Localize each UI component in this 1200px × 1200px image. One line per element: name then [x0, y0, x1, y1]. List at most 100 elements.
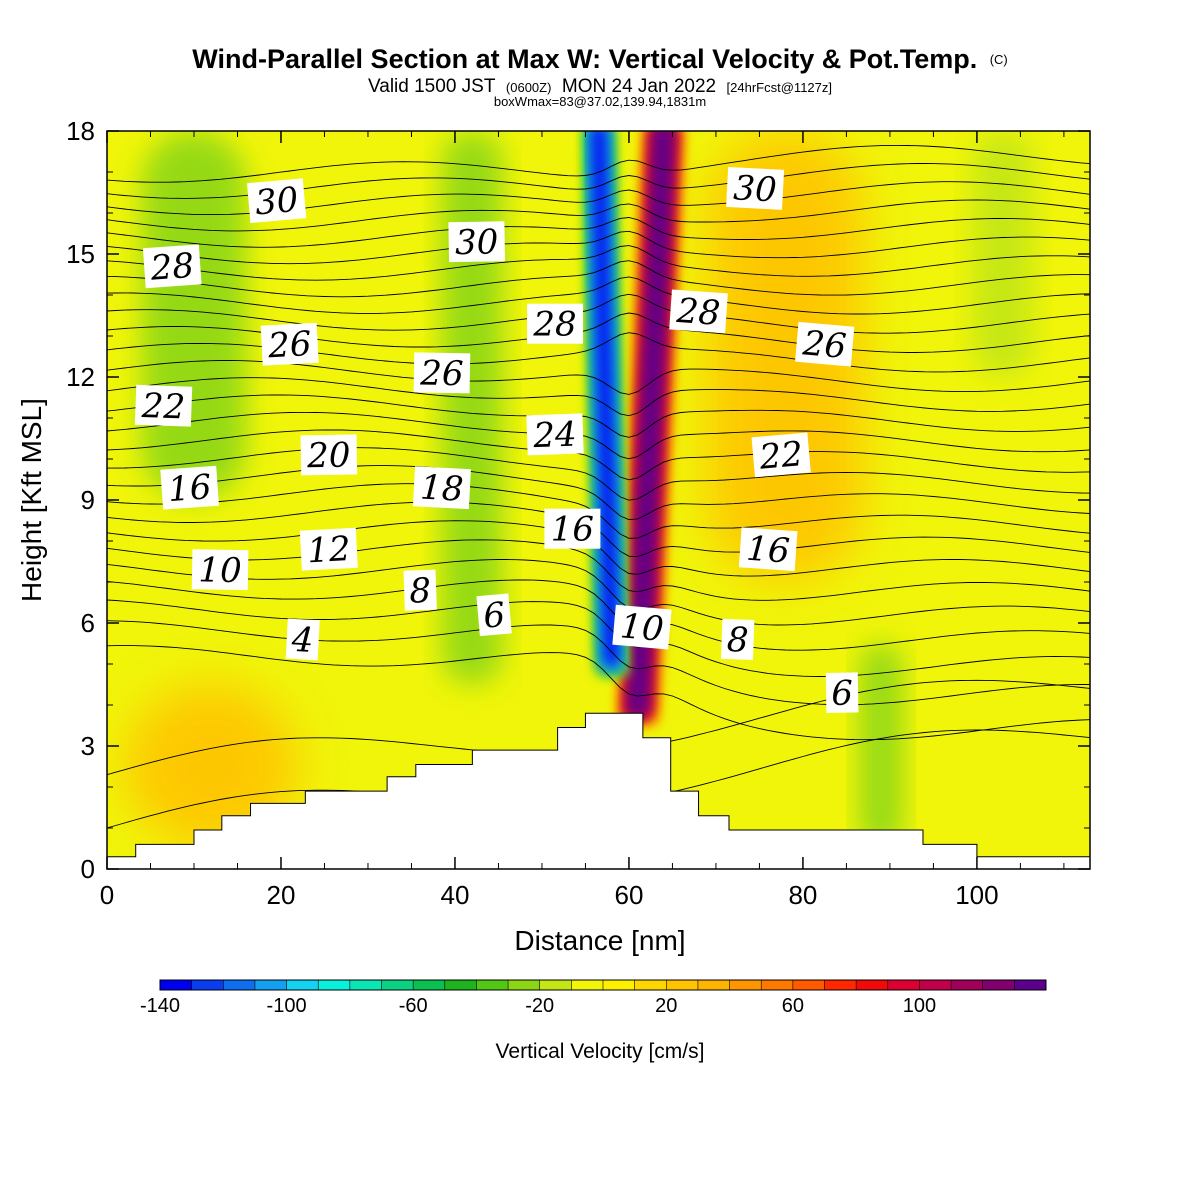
- contour-label-box: [260, 322, 319, 366]
- downdraft-core-band-6: [592, 131, 618, 666]
- weak-downdraft-band-4: [859, 643, 903, 849]
- colorbar-tick-label: -140: [140, 995, 180, 1017]
- colorbar-swatch: [476, 980, 509, 990]
- colorbar-tick-label: -100: [267, 995, 307, 1017]
- colorbar-swatch: [349, 980, 382, 990]
- contour-label-text: 6: [482, 595, 507, 637]
- contour-label-box: [751, 432, 811, 478]
- colorbar-tick-label: 100: [903, 995, 936, 1017]
- colorbar-swatch: [413, 980, 446, 990]
- contour-label-text: 8: [409, 571, 432, 612]
- chart-title: Wind-Parallel Section at Max W: Vertical…: [192, 44, 1007, 74]
- contour-label-text: 28: [532, 305, 576, 345]
- colorbar-swatch: [697, 980, 731, 990]
- subtitle-date: MON 24 Jan 2022: [562, 76, 716, 97]
- contour-label-text: 28: [674, 291, 721, 334]
- theta-contour-13: [107, 465, 1090, 521]
- contour-label-22: 22: [134, 384, 193, 428]
- contour-label-text: 24: [532, 415, 578, 457]
- theta-contour-8: [107, 559, 1090, 626]
- x-tick-label: 40: [441, 880, 470, 910]
- updraft-core-band-6: [628, 131, 673, 715]
- contour-label-8: 8: [720, 618, 755, 661]
- theta-contour-5: [107, 620, 1090, 706]
- contour-label-26: 26: [260, 322, 319, 366]
- y-tick-label: 18: [66, 116, 95, 146]
- contour-label-16: 16: [160, 465, 219, 510]
- colorbar-swatch: [191, 980, 224, 990]
- colorbar: -140 -100 -60 -20 20 60 100: [140, 979, 1047, 1017]
- x-tick-label: 80: [788, 880, 817, 910]
- contour-label-text: 16: [551, 510, 594, 550]
- contour-label-28: 28: [142, 244, 202, 289]
- contour-label-text: 26: [800, 323, 848, 367]
- contour-label-box: [246, 178, 307, 224]
- contour-label-text: 30: [732, 168, 777, 210]
- colorbar-swatch: [160, 980, 193, 990]
- contour-label-24: 24: [526, 413, 584, 457]
- colorbar-swatch: [318, 980, 351, 990]
- colorbar-tick-label: -60: [399, 995, 428, 1017]
- colorbar-tick-label: 20: [655, 995, 677, 1017]
- colorbar-swatch: [254, 980, 288, 990]
- contour-label-18: 18: [412, 466, 471, 510]
- contour-label-box: [795, 321, 855, 367]
- x-tick-label: 60: [614, 880, 643, 910]
- contour-label-box: [825, 672, 859, 713]
- contour-label-box: [738, 527, 798, 572]
- colorbar-tick-label: 60: [782, 995, 804, 1017]
- terrain: [107, 712, 1090, 869]
- colorbar-swatch: [603, 980, 636, 990]
- colorbar-swatch: [982, 980, 1015, 990]
- contour-label-box: [726, 166, 785, 210]
- weak-downdraft-band-5: [972, 131, 1034, 377]
- theta-contour-22: [107, 293, 1090, 334]
- colorbar-swatch: [508, 980, 541, 990]
- contour-label-22: 22: [751, 432, 811, 478]
- contour-label-box: [448, 221, 506, 263]
- colorbar-swatch: [444, 980, 477, 990]
- colorbar-swatch: [729, 980, 762, 990]
- theta-contour-16: [107, 411, 1090, 460]
- contour-label-box: [300, 434, 358, 476]
- contour-label-12: 12: [299, 527, 358, 571]
- x-tick-label: 0: [100, 880, 114, 910]
- contour-label-box: [476, 593, 512, 637]
- theta-contour-24: [107, 260, 1090, 298]
- contour-label-26: 26: [413, 352, 471, 395]
- contour-label-text: 26: [419, 354, 464, 395]
- colorbar-swatch: [919, 980, 952, 990]
- contour-label-text: 16: [167, 467, 213, 510]
- x-axis: 0 20 40 60 80 100: [100, 131, 1065, 910]
- contour-label-text: 6: [831, 674, 853, 714]
- contour-label-8: 8: [403, 569, 437, 612]
- theta-contour-15: [107, 429, 1090, 481]
- contour-label-box: [142, 244, 202, 289]
- contour-label-box: [526, 413, 584, 456]
- contour-label-text: 22: [140, 386, 186, 428]
- colorbar-swatch: [223, 980, 256, 990]
- contour-label-20: 20: [300, 434, 358, 476]
- theta-contour-23: [107, 276, 1090, 315]
- colorbar-swatch: [666, 980, 699, 990]
- theta-contour-27: [107, 217, 1090, 248]
- contour-label-text: 30: [455, 222, 499, 263]
- contour-label-28: 28: [669, 289, 728, 334]
- contour-label-30: 30: [726, 166, 785, 211]
- contour-label-4: 4: [285, 618, 320, 661]
- contour-label-text: 12: [306, 529, 351, 571]
- chart-subtitle: Valid 1500 JST (0600Z) MON 24 Jan 2022 […: [368, 76, 832, 97]
- weak-downdraft-band-2: [141, 131, 247, 500]
- theta-contour-25: [107, 245, 1090, 281]
- contour-label-26: 26: [795, 321, 855, 367]
- contour-label-text: 8: [726, 620, 749, 661]
- contour-label-28: 28: [527, 303, 584, 345]
- y-axis-label: Height [Kft MSL]: [16, 398, 47, 602]
- y-axis: 0 3 6 9 12 15 18: [66, 116, 1090, 884]
- theta-contour-7: [107, 579, 1090, 651]
- colorbar-frame: [159, 979, 1047, 991]
- contour-label-30: 30: [448, 221, 506, 263]
- plot-area: 30 30 30 28 28 28 26 26 26 24 22 22 20 18 16 16 16 12 10 10…: [107, 131, 1090, 869]
- contour-label-box: [403, 569, 437, 611]
